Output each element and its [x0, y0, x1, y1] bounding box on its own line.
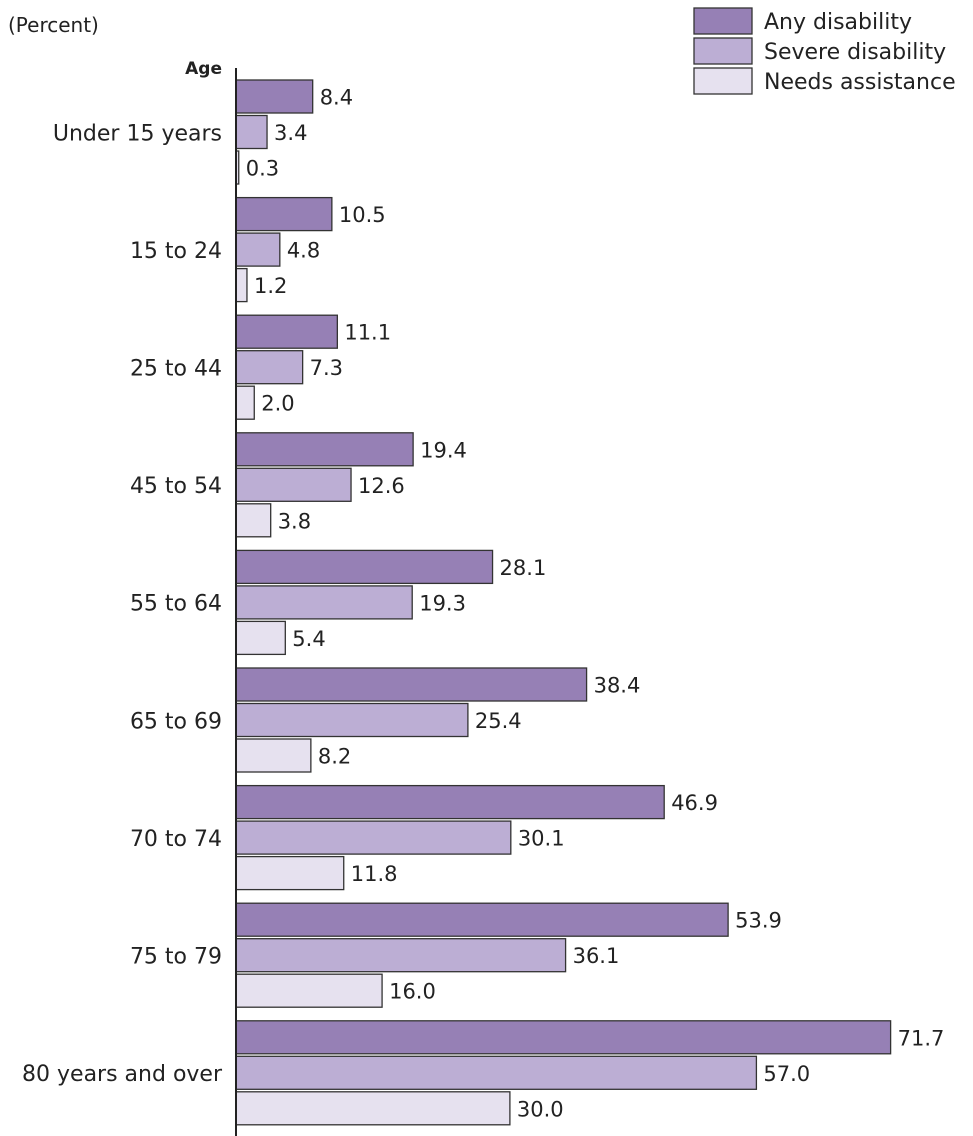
category-label: 65 to 69 — [130, 709, 222, 734]
data-label: 57.0 — [763, 1062, 810, 1086]
bar — [235, 314, 338, 349]
bar — [235, 902, 729, 937]
bar — [235, 549, 494, 585]
bar — [235, 432, 414, 467]
bar — [235, 114, 268, 150]
data-label: 0.3 — [246, 157, 279, 181]
data-label: 5.4 — [292, 627, 325, 651]
data-label: 28.1 — [500, 556, 547, 580]
data-label: 19.3 — [419, 591, 466, 615]
data-label: 30.1 — [518, 827, 565, 851]
data-label: 71.7 — [898, 1026, 945, 1050]
bars: Under 15 years 8.4 3.4 0.3 15 to 24 10.5 4.81.… — [22, 79, 945, 1126]
data-label: 10.5 — [339, 203, 386, 227]
bar — [235, 738, 312, 773]
bar — [235, 467, 352, 502]
data-label: 12.6 — [358, 474, 405, 498]
legend-entry: Severe disability — [764, 40, 946, 65]
data-label: 3.8 — [278, 509, 311, 533]
data-label: 30.0 — [517, 1097, 564, 1121]
bar — [235, 1020, 892, 1055]
category-label: 15 to 24 — [130, 239, 222, 264]
data-label: 53.9 — [735, 909, 782, 933]
category-label: 55 to 64 — [130, 592, 222, 617]
data-label: 46.9 — [671, 791, 718, 815]
data-label: 19.4 — [420, 438, 467, 462]
legend-entry: Needs assistance — [764, 70, 956, 95]
data-label: 11.8 — [351, 862, 398, 886]
data-label: 7.3 — [310, 356, 343, 380]
bar — [235, 620, 286, 656]
data-label: 36.1 — [573, 944, 620, 968]
legend-entry: Any disability — [764, 10, 912, 35]
data-label: 3.4 — [274, 121, 307, 145]
category-label: 45 to 54 — [130, 474, 222, 499]
data-label: 8.4 — [320, 86, 353, 110]
data-label: 2.0 — [261, 392, 294, 416]
data-label: 25.4 — [475, 709, 522, 733]
bar — [235, 820, 512, 855]
legend: Any disability Severe disability Needs ass… — [693, 7, 956, 95]
bar — [235, 350, 304, 385]
bar — [235, 855, 345, 891]
bar — [235, 385, 255, 420]
bar — [235, 667, 588, 702]
data-label: 8.2 — [318, 745, 351, 769]
data-label: 38.4 — [594, 674, 641, 698]
bar — [235, 79, 314, 114]
bar — [235, 585, 413, 620]
category-label: 75 to 79 — [130, 944, 222, 969]
category-label: Under 15 years — [53, 121, 222, 146]
category-label: 25 to 44 — [130, 356, 222, 381]
bar — [235, 938, 567, 973]
data-label: 16.0 — [389, 980, 436, 1004]
legend-swatch — [693, 37, 753, 65]
bar — [235, 784, 665, 820]
bar — [235, 702, 469, 738]
bar — [235, 232, 281, 267]
category-label: 80 years and over — [22, 1062, 223, 1087]
bar — [235, 196, 333, 232]
axis-title: Age — [185, 59, 222, 79]
bar — [235, 973, 383, 1008]
bar — [235, 1091, 511, 1126]
unit-label: (Percent) — [8, 13, 99, 37]
bar — [235, 267, 248, 303]
data-label: 1.2 — [254, 274, 287, 298]
category-label: 70 to 74 — [130, 827, 222, 852]
bar — [235, 503, 272, 538]
data-label: 11.1 — [344, 321, 391, 345]
legend-swatch — [693, 67, 753, 95]
legend-swatch — [693, 7, 753, 35]
data-label: 4.8 — [287, 239, 320, 263]
bar — [235, 1055, 758, 1090]
